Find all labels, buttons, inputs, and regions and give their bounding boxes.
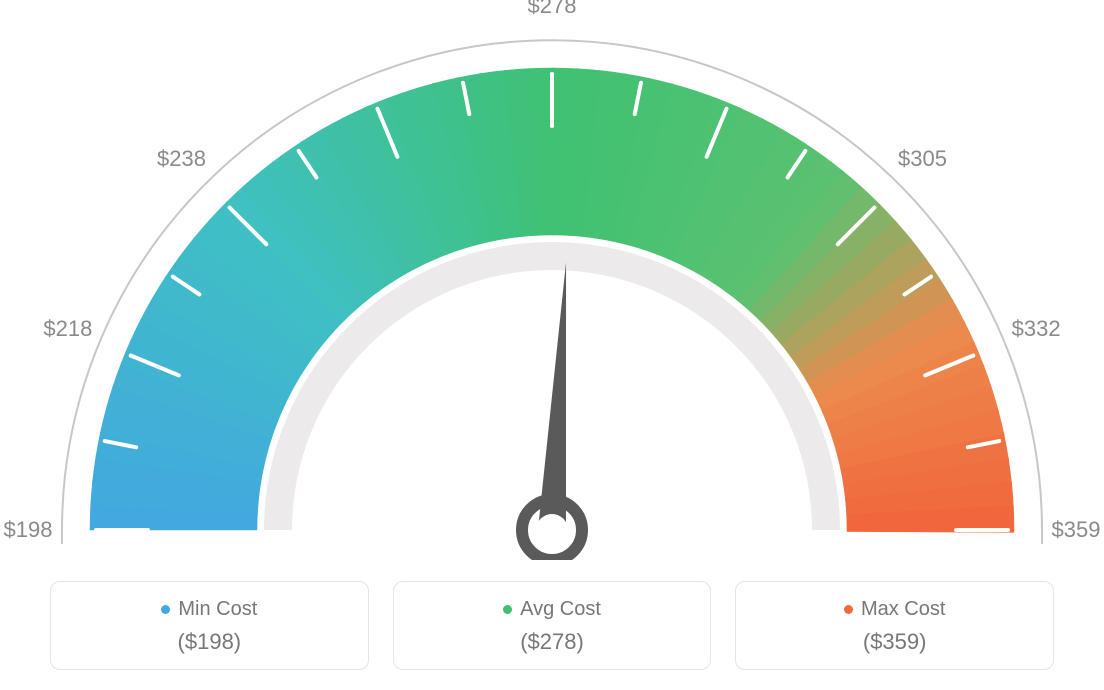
gauge-chart: $198 $218 $238 $278 $305 $332 $359 xyxy=(0,0,1104,560)
cost-gauge-widget: $198 $218 $238 $278 $305 $332 $359 Min Cost ($… xyxy=(0,0,1104,690)
gauge-tick-label: $332 xyxy=(1012,316,1061,342)
gauge-tick-label: $278 xyxy=(528,0,577,19)
legend-cards: Min Cost ($198) Avg Cost ($278) Max Cost… xyxy=(50,581,1054,670)
gauge-tick-label: $359 xyxy=(1052,517,1101,543)
max-cost-label-row: Max Cost xyxy=(844,598,945,621)
avg-cost-label: Avg Cost xyxy=(520,598,601,621)
avg-cost-label-row: Avg Cost xyxy=(503,598,601,621)
gauge-tick-label: $305 xyxy=(898,146,947,172)
gauge-tick-label: $238 xyxy=(157,146,206,172)
min-cost-label-row: Min Cost xyxy=(161,598,257,621)
max-dot-icon xyxy=(844,605,853,614)
max-cost-label: Max Cost xyxy=(861,598,945,621)
gauge-tick-label: $218 xyxy=(43,316,92,342)
min-cost-value: ($198) xyxy=(61,629,358,655)
gauge-tick-label: $198 xyxy=(4,517,53,543)
max-cost-value: ($359) xyxy=(746,629,1043,655)
max-cost-card: Max Cost ($359) xyxy=(735,581,1054,670)
avg-dot-icon xyxy=(503,605,512,614)
min-cost-card: Min Cost ($198) xyxy=(50,581,369,670)
avg-cost-value: ($278) xyxy=(404,629,701,655)
min-cost-label: Min Cost xyxy=(178,598,257,621)
avg-cost-card: Avg Cost ($278) xyxy=(393,581,712,670)
min-dot-icon xyxy=(161,605,170,614)
